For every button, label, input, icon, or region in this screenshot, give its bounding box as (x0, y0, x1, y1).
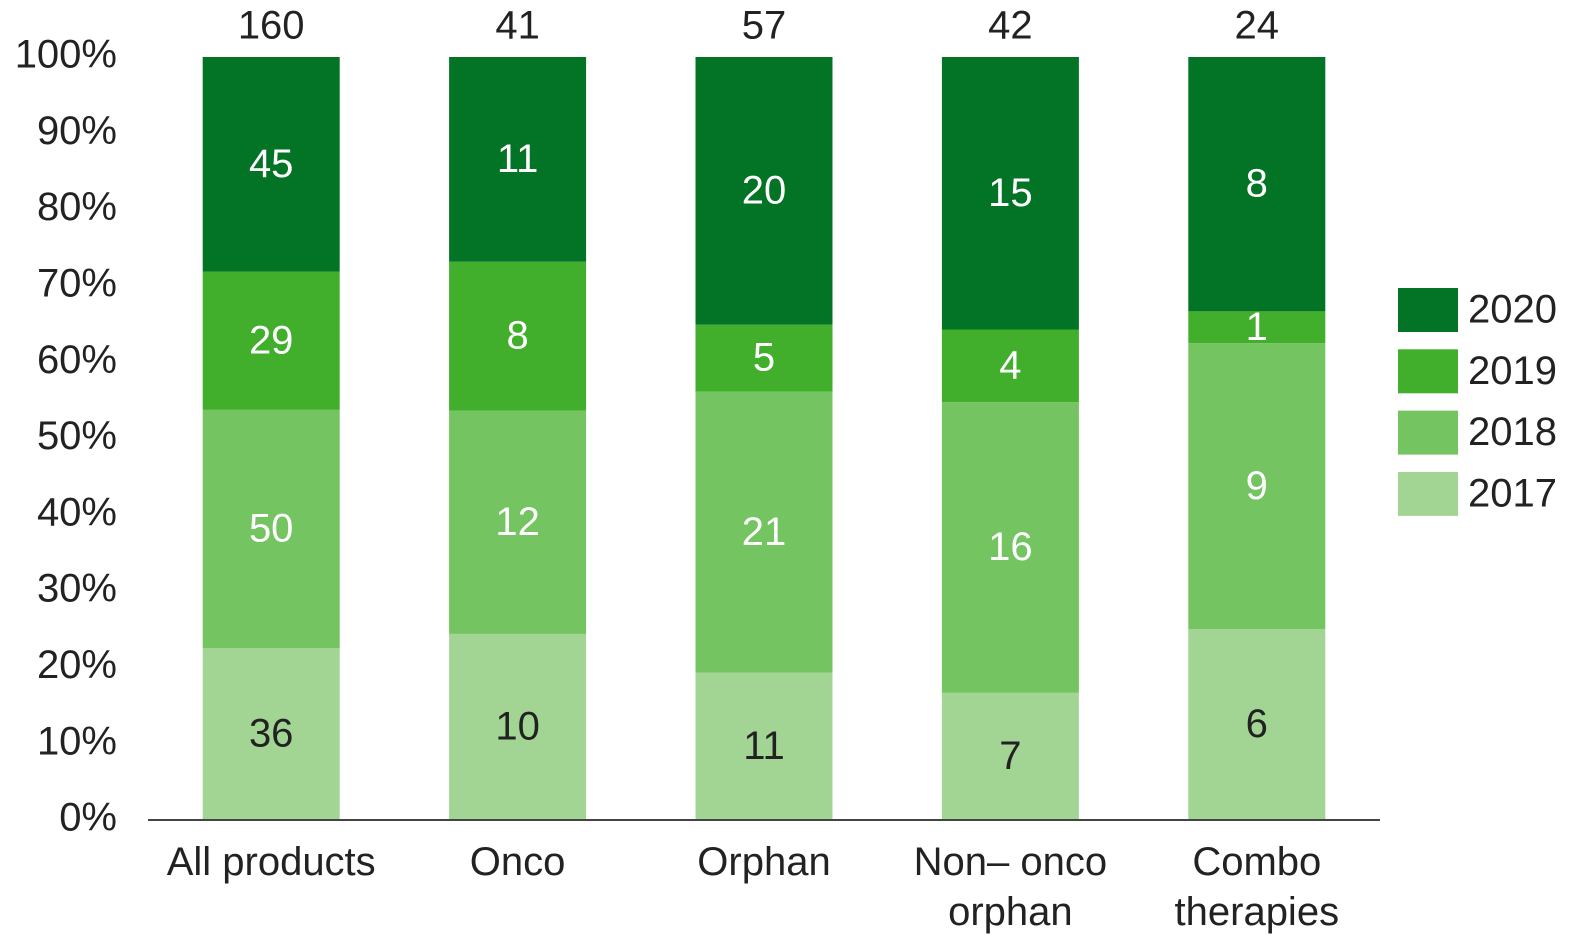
y-tick-label: 70% (37, 261, 117, 305)
y-tick-label: 100% (15, 33, 117, 77)
data-label: 20 (742, 168, 787, 212)
y-tick-label: 0% (59, 796, 117, 840)
data-label: 8 (1246, 162, 1268, 206)
bar-segment (202, 57, 340, 272)
x-tick-label: Onco (469, 840, 566, 884)
data-label: 12 (495, 500, 540, 544)
bar-segment (695, 324, 833, 392)
y-tick-label: 60% (37, 338, 117, 382)
y-tick-label: 30% (37, 567, 117, 611)
bar-segment (1188, 629, 1326, 820)
data-label: 1 (1246, 305, 1268, 349)
y-tick-label: 80% (37, 185, 117, 229)
y-tick-label: 50% (37, 414, 117, 458)
x-tick-label: All products (166, 840, 376, 884)
x-tick-label: Orphan (697, 840, 831, 884)
data-label: 50 (249, 507, 294, 551)
y-tick-label: 20% (37, 643, 117, 687)
data-label: 9 (1246, 464, 1268, 508)
data-label: 21 (742, 510, 787, 554)
bar-segment (202, 271, 340, 410)
data-label: 45 (249, 142, 294, 186)
legend-swatch (1398, 471, 1458, 516)
bar-segment (1188, 57, 1326, 312)
bar-segment (695, 672, 833, 820)
x-tick-label: Combo therapies (1174, 840, 1340, 934)
bar-segment (202, 648, 340, 820)
data-label: 8 (506, 314, 528, 358)
bar-segment (941, 692, 1079, 820)
bar-segment (449, 410, 587, 634)
legend-label: 2018 (1468, 410, 1557, 454)
bar-segment (695, 391, 833, 673)
data-label: 36 (249, 712, 294, 756)
bar-segment (1188, 311, 1326, 344)
total-label: 42 (988, 4, 1033, 48)
total-label: 160 (238, 4, 305, 48)
data-label: 6 (1246, 702, 1268, 746)
bar-segment (202, 409, 340, 649)
bar-segment (941, 402, 1079, 693)
legend-label: 2020 (1468, 288, 1557, 332)
legend-label: 2019 (1468, 349, 1557, 393)
data-label: 10 (495, 705, 540, 749)
bar-segment (695, 57, 833, 325)
data-label: 5 (753, 336, 775, 380)
total-label: 41 (495, 4, 540, 48)
legend-swatch (1398, 349, 1458, 394)
data-label: 16 (988, 525, 1033, 569)
bar-segment (449, 633, 587, 820)
data-label: 11 (497, 137, 539, 181)
total-label: 57 (742, 4, 787, 48)
y-tick-label: 40% (37, 490, 117, 534)
bar-segment (941, 329, 1079, 403)
data-label: 7 (999, 734, 1021, 778)
bar-segment (1188, 343, 1326, 630)
legend-swatch (1398, 288, 1458, 332)
y-tick-label: 90% (37, 109, 117, 153)
y-tick-label: 10% (37, 719, 117, 763)
legend-label: 2017 (1468, 471, 1557, 515)
data-label: 11 (743, 724, 785, 768)
total-label: 24 (1235, 4, 1280, 48)
data-label: 4 (999, 343, 1021, 387)
data-label: 29 (249, 318, 294, 362)
bar-segment (449, 57, 587, 262)
legend-swatch (1398, 410, 1458, 455)
data-label: 15 (988, 171, 1033, 215)
bar-segment (449, 261, 587, 411)
x-tick-label: Non– onco orphan (913, 840, 1108, 934)
bar-segment (941, 57, 1079, 330)
